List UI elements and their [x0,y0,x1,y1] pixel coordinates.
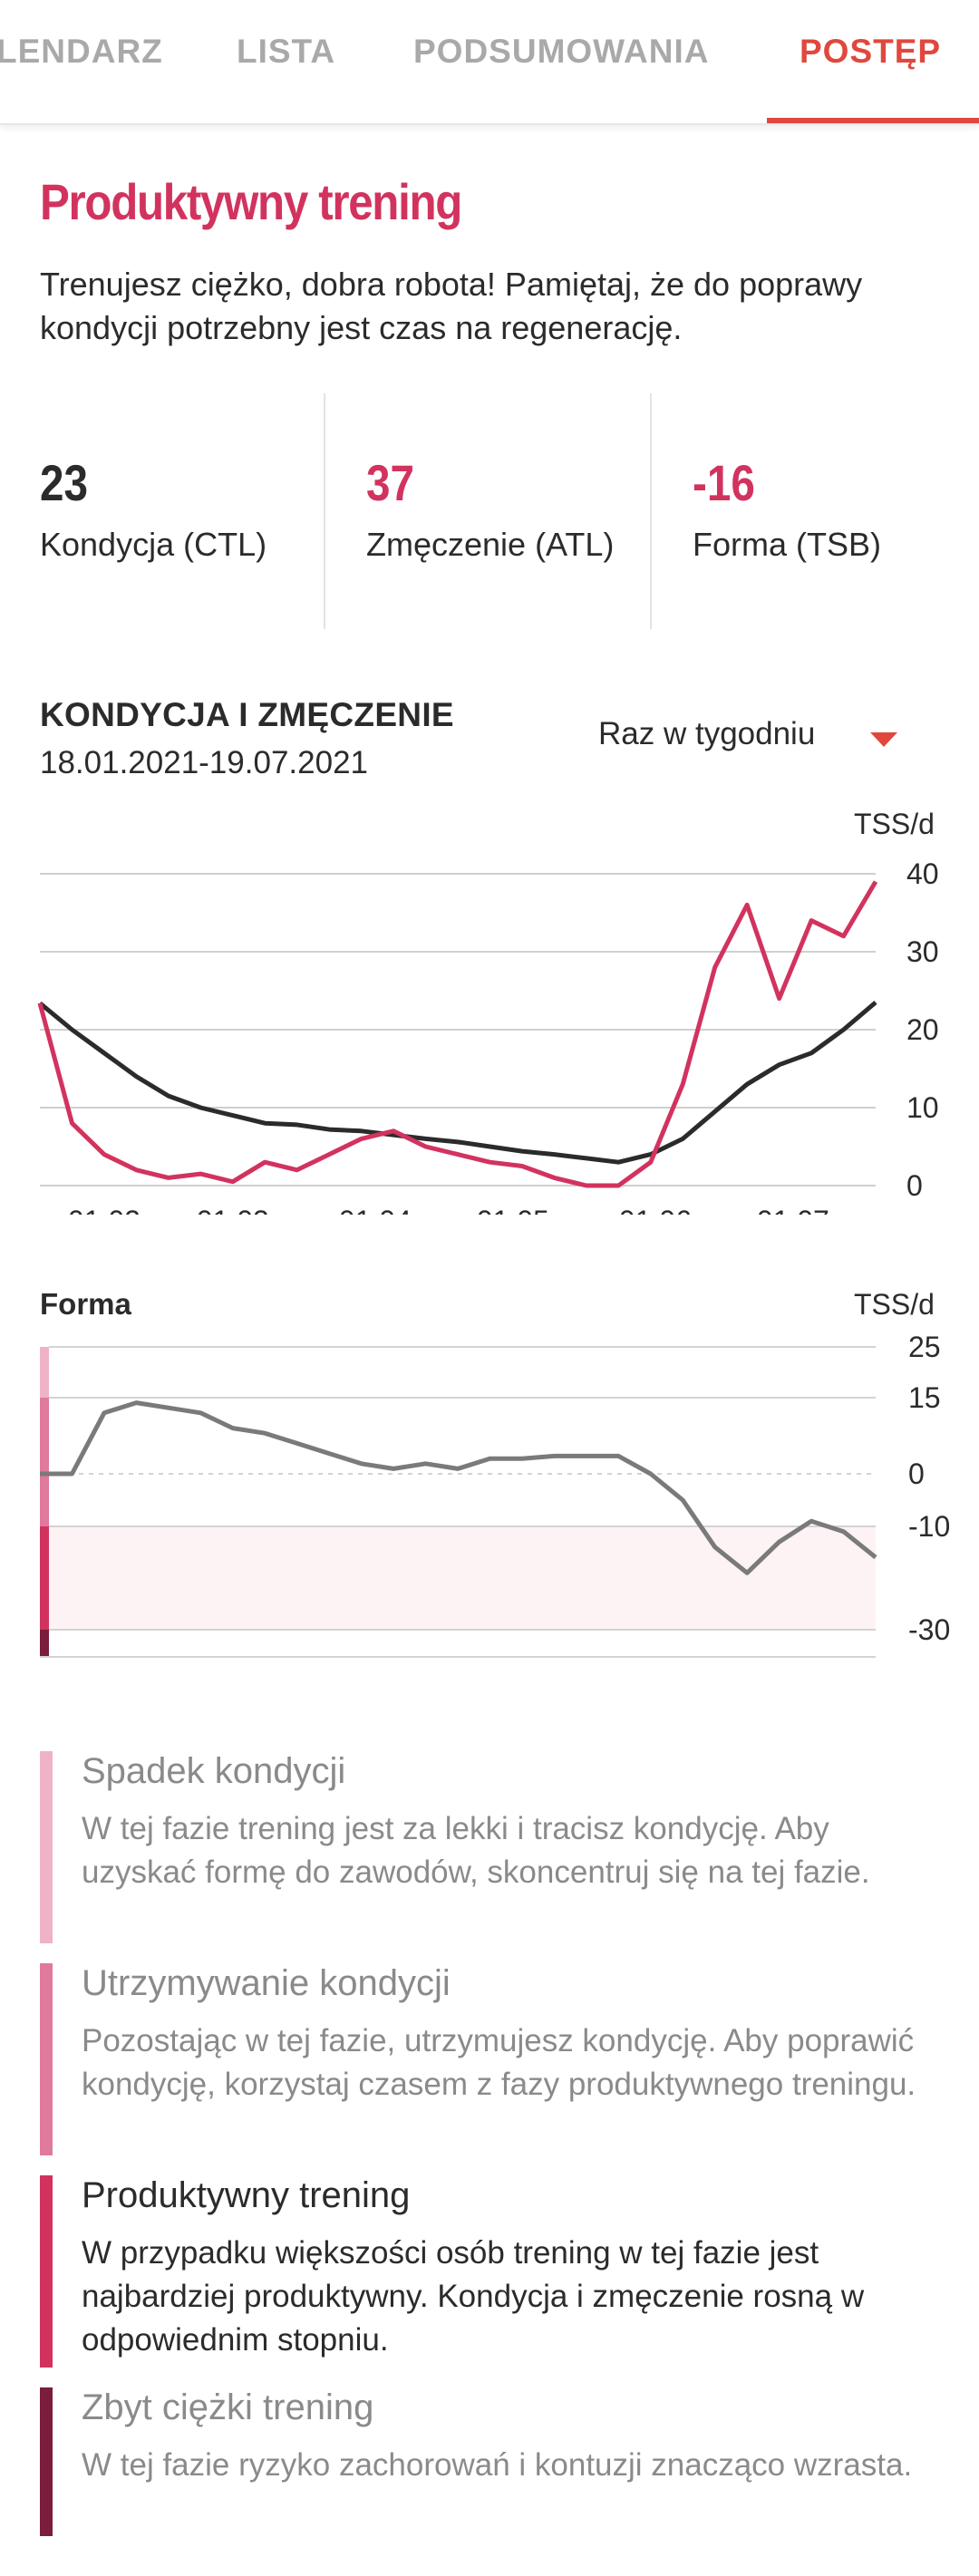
x-tick-label: 01.02 [68,1205,141,1215]
tab-calendar[interactable]: LENDARZ [0,33,163,70]
zone-bar [40,1526,49,1630]
x-tick-label: 01.04 [339,1663,412,1668]
y-tick-label: -10 [908,1510,950,1543]
atl-line [37,880,878,1188]
x-tick-label: 01.04 [339,1205,412,1215]
x-tick-label: 01.06 [619,1205,692,1215]
zone-bar [40,1630,49,1657]
y-tick-label: 0 [908,1457,925,1490]
y-axis-unit: TSS/d [854,808,935,840]
legend-item-productive: Produktywny trening W przypadku większoś… [40,2175,946,2368]
y-tick-label: 0 [906,1169,923,1202]
stats-row: 23 Kondycja (CTL) 37 Zmęczenie (ATL) -16… [0,393,979,629]
form-chart: TSS/d 01.02 01.03 01.04 01.05 01.06 01.07 25 1… [40,1288,950,1668]
zone-bar [40,1398,49,1526]
y-tick-label: 25 [908,1331,941,1363]
legend-color-bar [40,1963,53,2155]
tab-bar: LENDARZ LISTA PODSUMOWANIA POSTĘP [0,0,979,125]
y-tick-label: 15 [908,1381,941,1414]
stat-atl-label: Zmęczenie (ATL) [366,526,615,563]
period-dropdown[interactable]: Raz w tygodniu [598,716,816,751]
legend-item-overreaching: Zbyt ciężki trening W tej fazie ryzyko z… [40,2387,946,2536]
stat-divider [324,393,325,629]
y-tick-label: -30 [908,1613,950,1646]
y-tick-label: 10 [906,1091,939,1124]
stat-tsb-value: -16 [693,454,755,511]
legend-item-detraining: Spadek kondycji W tej fazie trening jest… [40,1751,946,1943]
legend-color-bar [40,1751,53,1943]
productive-zone [40,1526,876,1630]
y-axis-unit: TSS/d [854,1288,935,1321]
legend-color-bar [40,2175,53,2368]
zone-bar [40,1347,49,1398]
y-tick-label: 30 [906,935,939,968]
tab-list[interactable]: LISTA [237,33,336,70]
stat-ctl-value: 23 [40,454,88,511]
x-tick-label: 01.05 [477,1663,549,1668]
legend-title: Utrzymywanie kondycji [82,1963,451,2003]
legend-title: Spadek kondycji [82,1751,346,1791]
x-tick-label: 01.05 [477,1205,549,1215]
legend-title: Produktywny trening [82,2175,411,2215]
legend-description: W tej fazie trening jest za lekki i trac… [82,1811,870,1890]
legend-item-maintenance: Utrzymywanie kondycji Pozostając w tej f… [40,1963,946,2155]
legend-description: W tej fazie ryzyko zachorowań i kontuzji… [82,2447,913,2483]
x-tick-label: 01.07 [757,1205,829,1215]
tab-progress[interactable]: POSTĘP [800,33,942,70]
x-tick-label: 01.06 [619,1663,692,1668]
fitness-chart-title: KONDYCJA I ZMĘCZENIE [40,696,454,733]
y-tick-label: 40 [906,857,939,890]
legend-description: Pozostając w tej fazie, utrzymujesz kond… [82,2023,916,2102]
stat-divider [650,393,652,629]
x-tick-label: 01.03 [197,1205,269,1215]
stat-atl-value: 37 [366,454,414,511]
ctl-line [38,1000,877,1165]
legend-description: W przypadku większości osób trening w te… [82,2235,865,2358]
active-tab-indicator [767,118,979,123]
stat-ctl-label: Kondycja (CTL) [40,526,267,563]
y-tick-label: 20 [906,1013,939,1046]
x-tick-label: 01.07 [757,1663,829,1668]
fitness-fatigue-chart: TSS/d 01.02 01.03 01.04 01.05 01.06 01.07 0 10… [37,808,939,1215]
legend-title: Zbyt ciężki trening [82,2387,374,2427]
chevron-down-icon[interactable] [870,732,897,747]
tab-summaries[interactable]: PODSUMOWANIA [413,33,710,70]
phase-title: Produktywny trening [40,173,462,230]
fitness-chart-date-range: 18.01.2021-19.07.2021 [40,745,368,780]
legend-color-bar [40,2387,53,2536]
x-tick-label: 01.02 [68,1663,141,1668]
form-chart-title: Forma [40,1287,131,1321]
phase-description: Trenujesz ciężko, dobra robota! Pamiętaj… [40,266,863,346]
stat-tsb-label: Forma (TSB) [693,526,882,563]
tsb-line [40,1400,877,1575]
x-tick-label: 01.03 [197,1663,269,1668]
